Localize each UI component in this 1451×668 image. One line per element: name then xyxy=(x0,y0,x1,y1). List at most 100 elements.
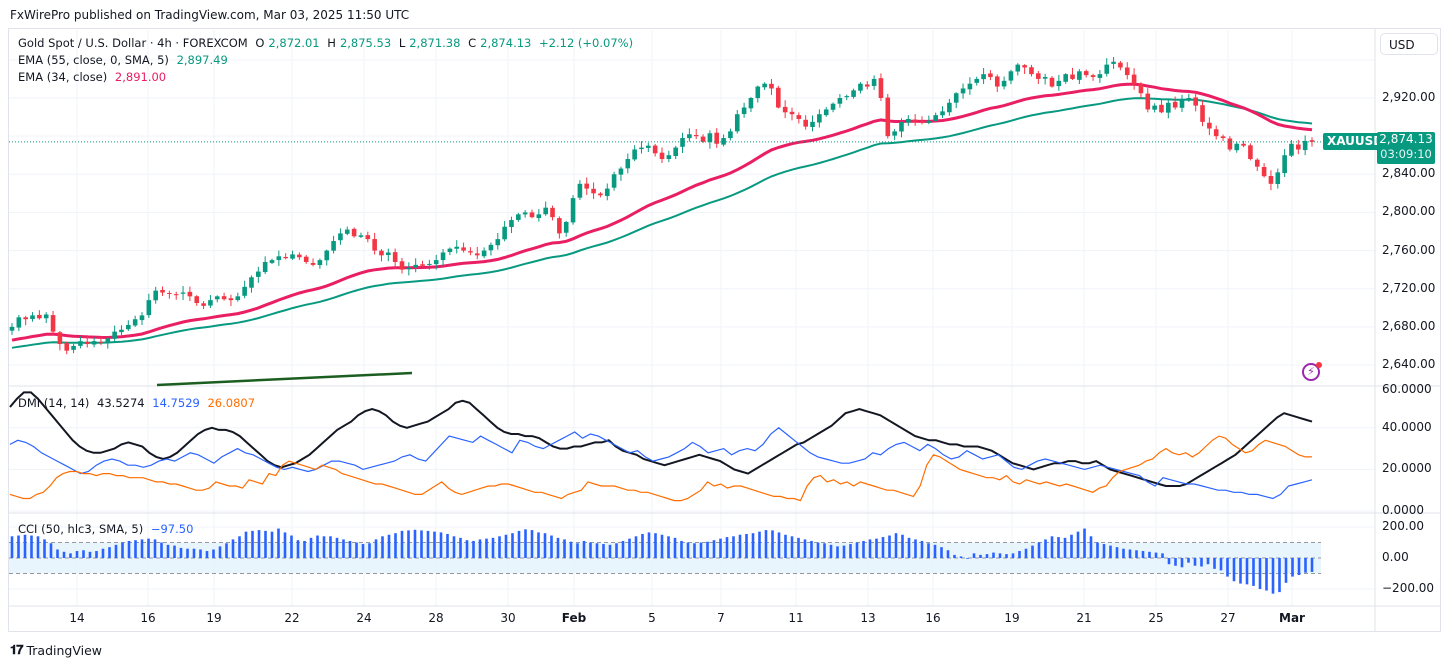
candle-body xyxy=(119,329,124,333)
ema55-legend[interactable]: EMA (55, close, 0, SMA, 5) 2,897.49 xyxy=(18,53,232,67)
candle-body xyxy=(940,111,945,116)
time-axis-label: 25 xyxy=(1148,611,1164,625)
candle-body xyxy=(899,121,904,132)
candle-body xyxy=(707,133,713,143)
candle-body xyxy=(577,183,583,198)
candle-body xyxy=(338,233,343,241)
candle-body xyxy=(481,250,487,257)
candle-body xyxy=(1118,62,1123,68)
adx-line xyxy=(9,391,1313,487)
candle-body xyxy=(1309,140,1315,142)
candle-body xyxy=(488,244,494,251)
candle-body xyxy=(1001,80,1007,87)
time-axis-label: Feb xyxy=(561,611,587,625)
candle-body xyxy=(981,74,986,80)
candle-body xyxy=(180,292,186,294)
candle-body xyxy=(687,134,692,139)
candle-body xyxy=(1077,71,1082,80)
time-axis-label: 7 xyxy=(717,611,725,625)
candle-body xyxy=(194,296,200,304)
ema34-legend[interactable]: EMA (34, close) 2,891.00 xyxy=(18,70,170,84)
candle-body xyxy=(994,76,1000,87)
ema34-label: EMA (34, close) xyxy=(18,70,108,84)
candle-body xyxy=(1172,101,1178,108)
candle-body xyxy=(1042,77,1048,79)
candle-body xyxy=(495,239,501,246)
candle-body xyxy=(721,138,726,145)
candle-body xyxy=(440,252,446,261)
candle-body xyxy=(379,250,384,256)
candle-body xyxy=(748,98,754,109)
candle-body xyxy=(43,314,49,319)
candle-body xyxy=(173,294,179,296)
candle-body xyxy=(776,87,781,108)
candle-body xyxy=(256,271,261,277)
cci-axis-label: 0.00 xyxy=(1382,550,1409,564)
candle-body xyxy=(1179,99,1185,108)
change-value: +2.12 (+0.07%) xyxy=(539,36,634,50)
close-label: C xyxy=(468,36,477,50)
candle-body xyxy=(420,264,425,266)
candle-body xyxy=(858,83,863,91)
candle-body xyxy=(50,315,56,332)
candle-body xyxy=(604,188,610,196)
candle-body xyxy=(570,198,576,223)
candle-body xyxy=(358,235,364,237)
candle-body xyxy=(139,315,145,321)
candle-body xyxy=(392,252,398,263)
currency-button[interactable]: USD xyxy=(1380,33,1438,55)
candle-body xyxy=(1104,64,1110,74)
tradingview-brand: TradingView xyxy=(26,643,102,658)
candle-body xyxy=(413,264,418,268)
candle-body xyxy=(659,152,665,160)
candle-body xyxy=(878,78,884,98)
candle-body xyxy=(734,114,740,132)
candle-body xyxy=(91,341,97,345)
candle-body xyxy=(960,88,966,94)
candle-body xyxy=(447,248,453,253)
high-value: 2,875.53 xyxy=(339,36,392,50)
candle-body xyxy=(563,221,569,233)
dmi-axis-label: 40.0000 xyxy=(1382,419,1432,434)
candle-body xyxy=(1022,65,1027,68)
candle-body xyxy=(1227,138,1233,150)
candle-body xyxy=(324,250,330,261)
candle-body xyxy=(187,291,193,297)
candle-body xyxy=(365,235,371,240)
candle-body xyxy=(249,277,254,288)
candle-body xyxy=(433,260,439,265)
dmi-axis-label: 60.0000 xyxy=(1382,382,1432,396)
candle-body xyxy=(919,121,925,123)
candle-body xyxy=(310,262,316,265)
candle-body xyxy=(201,303,206,306)
candle-body xyxy=(167,292,172,294)
candle-body xyxy=(625,159,631,169)
candle-body xyxy=(796,115,802,119)
candle-body xyxy=(1015,64,1021,72)
candle-body xyxy=(1166,102,1171,113)
plus-di-value: 14.7529 xyxy=(152,396,200,410)
dmi-legend[interactable]: DMI (14, 14) 43.5274 14.7529 26.0807 xyxy=(18,396,259,410)
time-axis-label: 30 xyxy=(500,611,516,625)
candle-body xyxy=(516,214,521,220)
notification-dot xyxy=(1316,362,1322,368)
candle-body xyxy=(673,147,678,157)
candle-body xyxy=(297,254,302,258)
candle-body xyxy=(98,341,104,343)
price-axis-label: 2,800.00 xyxy=(1382,204,1436,219)
cci-legend[interactable]: CCI (50, hlc3, SMA, 5) −97.50 xyxy=(18,522,197,536)
price-axis-label: 2,640.00 xyxy=(1382,357,1436,371)
time-axis-label: 13 xyxy=(860,611,876,625)
candle-body xyxy=(132,319,138,326)
lightning-icon[interactable]: ⚡ xyxy=(1302,363,1320,381)
candle-body xyxy=(1193,97,1198,106)
candle-body xyxy=(1282,155,1287,174)
candle-body xyxy=(290,254,295,259)
candle-body xyxy=(1289,143,1294,156)
candle-body xyxy=(1036,73,1041,79)
tradingview-logo[interactable]: 𝟏𝟕 TradingView xyxy=(10,643,102,658)
candle-body xyxy=(823,109,829,116)
candle-body xyxy=(1008,71,1014,81)
candle-body xyxy=(639,147,644,150)
